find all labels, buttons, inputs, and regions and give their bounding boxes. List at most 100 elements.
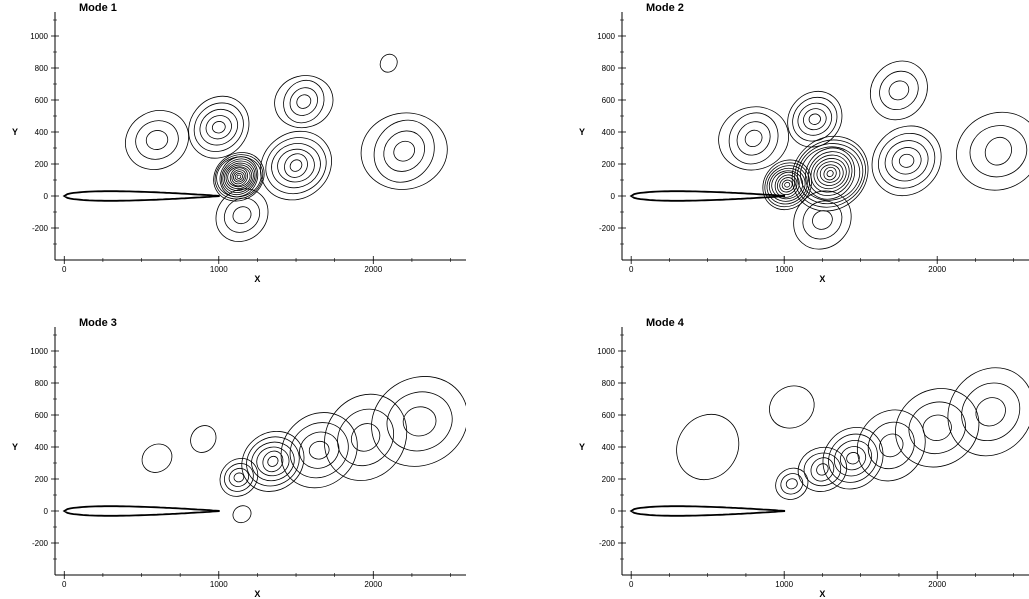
contour-line — [213, 152, 265, 202]
contour-line — [227, 166, 251, 188]
contour-line — [813, 158, 847, 190]
contour-line — [898, 153, 915, 168]
contour-line — [145, 130, 169, 150]
y-axis-label: Y — [579, 442, 585, 452]
contour-line — [839, 446, 867, 471]
y-tick-label: 0 — [611, 192, 616, 201]
x-axis-label: X — [819, 274, 825, 284]
contour-cell — [371, 376, 466, 467]
y-axis-label: Y — [12, 127, 18, 137]
contour-line — [771, 170, 804, 200]
y-tick-label: 600 — [602, 96, 616, 105]
x-tick-label: 0 — [629, 265, 634, 274]
y-tick-label: 0 — [44, 507, 49, 516]
contour-line — [350, 423, 381, 452]
contour-line — [779, 177, 796, 193]
y-tick-label: 200 — [35, 160, 49, 169]
contour-line — [871, 125, 942, 197]
contour-line — [211, 121, 226, 134]
contour-line — [787, 90, 843, 148]
contour-cell — [797, 446, 848, 492]
contour-line — [833, 440, 873, 477]
contour-line — [777, 174, 798, 196]
contour-cell — [787, 90, 843, 148]
contour-cell — [141, 443, 173, 473]
contour-line — [922, 414, 952, 441]
contour-line — [884, 140, 929, 182]
contour-line — [236, 174, 242, 179]
contour-line — [284, 153, 308, 178]
contour-line — [800, 146, 861, 201]
contour-line — [371, 376, 466, 467]
contour-cell — [241, 430, 305, 492]
y-tick-label: 400 — [35, 128, 49, 137]
contour-line — [878, 133, 936, 189]
contour-line — [888, 80, 910, 101]
y-tick-label: 400 — [602, 443, 616, 452]
y-tick-label: 800 — [602, 64, 616, 73]
y-tick-label: -200 — [599, 539, 616, 548]
contour-line — [803, 452, 842, 487]
contour-line — [222, 160, 256, 193]
x-tick-label: 0 — [62, 265, 67, 274]
contour-line — [215, 188, 269, 242]
contour-cell — [871, 125, 942, 197]
contour-cell — [956, 111, 1029, 191]
contour-line — [891, 147, 922, 175]
contour-line — [232, 206, 252, 225]
contour-line — [296, 94, 312, 109]
contour-line — [231, 169, 247, 185]
y-tick-label: 600 — [602, 411, 616, 420]
contour-line — [360, 112, 448, 190]
contour-line — [233, 171, 245, 183]
contour-line — [125, 110, 189, 170]
contour-line — [879, 70, 919, 111]
contour-line — [262, 450, 284, 473]
contour-line — [895, 388, 980, 468]
contour-line — [792, 96, 838, 142]
panel-mode-3: -200 0 200 400 600 800 1000 0 1000 2000 Mode 3 X Y — [12, 317, 466, 599]
contour-line — [283, 79, 325, 124]
contour-line — [823, 166, 837, 181]
contour-cell — [188, 95, 250, 159]
contour-line — [805, 147, 856, 200]
y-tick-label: -200 — [32, 539, 49, 548]
panel-mode-4: -200 0 200 400 600 800 1000 0 1000 2000 Mode 4 X Y — [579, 317, 1029, 599]
x-tick-label: 2000 — [364, 580, 382, 589]
contour-line — [718, 106, 789, 171]
contour-line — [975, 397, 1006, 427]
contour-line — [785, 478, 798, 490]
contour-line — [802, 200, 843, 240]
x-axis-label: X — [819, 589, 825, 599]
panel-title: Mode 3 — [79, 317, 117, 329]
contour-line — [135, 120, 179, 160]
contour-line — [984, 136, 1012, 166]
panel-title: Mode 2 — [646, 2, 684, 14]
contour-cell — [856, 409, 926, 482]
contour-cell — [232, 505, 252, 524]
y-tick-label: 400 — [602, 128, 616, 137]
contour-cell — [360, 112, 448, 190]
contour-cell — [791, 135, 869, 212]
contour-line — [234, 172, 243, 181]
x-tick-label: 2000 — [364, 265, 382, 274]
contour-line — [289, 87, 318, 116]
contour-line — [193, 102, 244, 152]
contour-cell — [260, 130, 332, 201]
contour-line — [223, 162, 254, 191]
contour-line — [386, 391, 453, 452]
y-tick-label: 400 — [35, 443, 49, 452]
contour-line — [867, 421, 915, 470]
contour-cell — [676, 413, 740, 481]
contour-line — [271, 143, 321, 189]
contour-line — [956, 111, 1029, 191]
contour-line — [781, 179, 793, 190]
contour-line — [816, 161, 844, 186]
contour-line — [736, 121, 771, 156]
contour-line — [816, 463, 829, 476]
contour-line — [219, 458, 259, 497]
contour-field — [718, 60, 1029, 250]
x-tick-label: 1000 — [210, 580, 228, 589]
contour-line — [241, 430, 305, 492]
contour-line — [373, 119, 435, 183]
